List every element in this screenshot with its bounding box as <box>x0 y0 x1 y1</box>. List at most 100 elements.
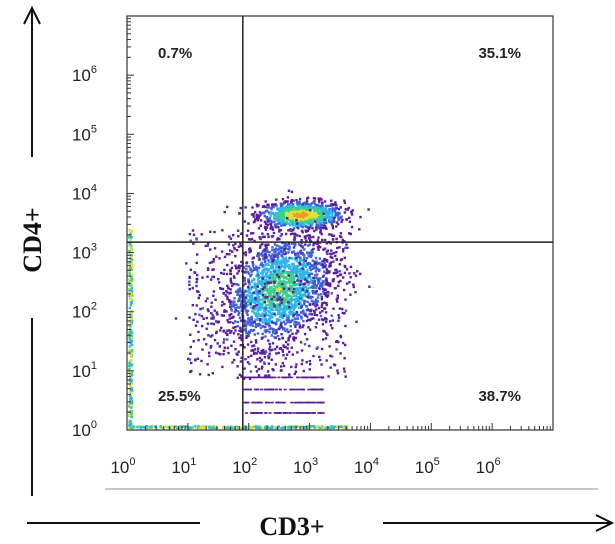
data-point <box>349 232 352 236</box>
data-point <box>261 264 264 267</box>
data-point <box>252 267 256 270</box>
data-point <box>320 204 323 208</box>
data-point <box>130 427 133 430</box>
data-point <box>315 302 318 305</box>
data-point <box>275 266 278 269</box>
data-point <box>337 218 340 222</box>
data-point <box>254 339 258 342</box>
data-point <box>228 253 231 256</box>
data-point <box>233 310 237 314</box>
data-point <box>315 313 319 317</box>
data-point <box>349 276 352 279</box>
data-point <box>259 263 262 266</box>
data-point <box>345 268 349 271</box>
data-point <box>314 265 317 268</box>
data-point <box>273 251 276 254</box>
data-point <box>331 227 335 230</box>
data-point <box>218 257 221 260</box>
data-point <box>313 283 317 286</box>
data-point <box>271 203 275 206</box>
data-point <box>299 269 303 273</box>
data-point <box>329 263 332 266</box>
data-point <box>130 397 133 400</box>
data-point <box>261 286 265 289</box>
data-point <box>271 291 274 294</box>
data-point <box>136 425 139 429</box>
data-point <box>265 401 269 404</box>
data-point <box>277 252 280 256</box>
data-point <box>279 369 283 372</box>
data-point <box>246 270 250 274</box>
data-point <box>290 208 293 211</box>
data-point <box>297 322 300 325</box>
data-point <box>130 416 134 419</box>
data-point <box>289 229 292 233</box>
data-point <box>320 263 323 266</box>
data-point <box>264 250 267 253</box>
data-point <box>307 318 310 321</box>
data-point <box>287 222 290 225</box>
data-point <box>340 235 343 239</box>
data-point <box>337 214 340 217</box>
data-point <box>268 300 272 303</box>
data-point <box>297 221 301 224</box>
data-point <box>290 346 293 349</box>
data-point <box>274 247 278 250</box>
data-point <box>287 251 290 254</box>
y-tick-label-2: 102 <box>72 301 97 322</box>
data-point <box>269 304 273 307</box>
data-point <box>252 306 255 309</box>
data-point <box>293 401 297 404</box>
data-point <box>280 301 283 304</box>
data-point <box>275 331 278 334</box>
data-point <box>255 288 258 291</box>
data-point <box>212 268 215 271</box>
data-point <box>293 320 296 323</box>
data-point <box>247 321 251 324</box>
data-point <box>247 286 250 289</box>
data-point <box>310 286 313 289</box>
data-point <box>273 254 276 258</box>
data-point <box>319 358 322 362</box>
data-point <box>267 219 271 222</box>
data-point <box>287 317 290 321</box>
data-point <box>247 355 250 359</box>
data-point <box>129 281 133 284</box>
data-point <box>129 388 132 392</box>
data-point <box>367 208 370 211</box>
data-point <box>323 218 326 221</box>
data-point <box>296 275 299 279</box>
data-point <box>288 306 291 309</box>
data-point <box>255 388 259 391</box>
data-point <box>189 345 192 349</box>
data-point <box>262 309 266 313</box>
data-point <box>240 299 244 302</box>
data-point <box>282 308 285 312</box>
data-point <box>297 227 300 230</box>
data-point <box>284 340 288 344</box>
data-point <box>294 244 297 247</box>
x-tick-labels: 100 101 102 103 104 105 106 <box>110 456 500 477</box>
data-point <box>276 244 279 247</box>
data-point <box>276 292 279 295</box>
data-point <box>243 346 246 349</box>
data-point <box>264 255 267 258</box>
data-point <box>300 229 304 232</box>
data-point <box>191 286 194 290</box>
data-point <box>309 203 312 206</box>
data-point <box>301 359 304 362</box>
data-point <box>291 353 294 356</box>
data-point <box>308 303 312 307</box>
data-point <box>213 247 217 250</box>
data-point <box>279 228 283 232</box>
data-point <box>320 296 323 299</box>
data-point <box>301 222 304 225</box>
data-point <box>329 320 332 323</box>
data-point <box>249 288 253 291</box>
data-point <box>335 225 338 228</box>
data-point <box>254 313 257 316</box>
data-point <box>268 352 271 355</box>
data-point <box>264 274 267 277</box>
data-point <box>322 426 326 429</box>
data-point <box>281 294 284 297</box>
